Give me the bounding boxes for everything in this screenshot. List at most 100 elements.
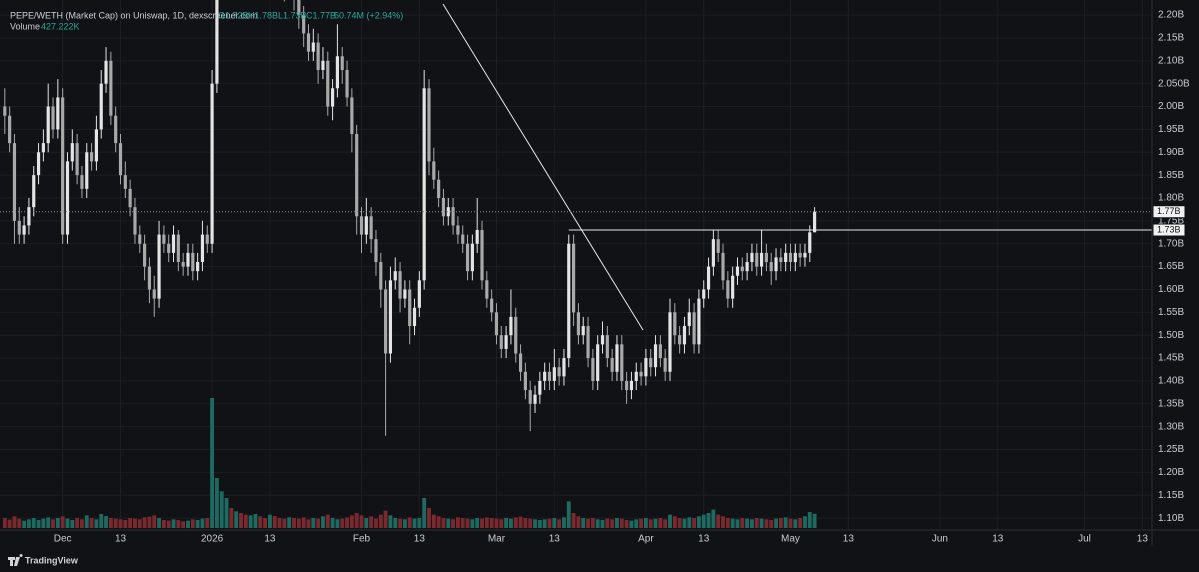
candle-body	[104, 60, 108, 84]
candle-body	[89, 152, 94, 162]
volume-bar	[648, 519, 653, 528]
volume-bar	[335, 519, 340, 528]
volume-bar	[359, 515, 364, 528]
chart-title: PEPE/WETH (Market Cap) on Uniswap, 1D, d…	[10, 10, 258, 20]
volume-bar	[60, 516, 65, 528]
candle-body	[388, 280, 393, 354]
candle-body	[803, 252, 807, 258]
candle-body	[451, 207, 455, 226]
volume-bar	[455, 517, 460, 528]
candle-body	[162, 234, 166, 244]
candle-body	[205, 234, 209, 244]
volume-bar	[412, 518, 417, 528]
candle-body	[629, 380, 634, 391]
volume-bar	[70, 520, 75, 528]
volume-bar	[576, 516, 581, 528]
y-tick-label: 1.70B	[1158, 238, 1184, 249]
volume-bar	[354, 513, 359, 528]
candle-body	[759, 252, 764, 267]
volume-bar	[296, 518, 301, 528]
candle-body	[716, 239, 720, 253]
volume-bar	[774, 518, 778, 528]
y-tick-label: 1.35B	[1158, 398, 1184, 409]
volume-bar	[769, 520, 774, 528]
candle-body	[437, 179, 441, 199]
volume-bar	[764, 519, 769, 528]
candle-body	[504, 335, 508, 349]
volume-bar	[46, 517, 51, 528]
candle-body	[32, 175, 36, 208]
volume-bar	[778, 518, 783, 528]
y-tick-label: 1.45B	[1158, 353, 1184, 364]
candle-body	[735, 266, 740, 276]
ohlc-open: O1.72B	[218, 10, 249, 20]
volume-bar	[374, 518, 378, 528]
volume-bar	[398, 518, 402, 528]
candle-body	[750, 252, 754, 263]
candle-body	[764, 252, 768, 263]
volume-bar	[629, 520, 634, 528]
volume-bar	[499, 519, 504, 528]
candle-body	[755, 252, 759, 267]
volume-bar	[94, 519, 99, 528]
volume-bar	[658, 518, 663, 528]
candle-body	[625, 380, 629, 391]
candle-body	[41, 143, 45, 153]
volume-bar	[807, 512, 812, 528]
volume-bar	[292, 518, 296, 528]
candle-body	[514, 316, 518, 354]
candle-body	[302, 15, 306, 34]
candle-body	[398, 271, 402, 299]
volume-label: Volume	[10, 21, 40, 31]
brand-logo	[8, 554, 23, 566]
volume-bar	[267, 514, 272, 528]
volume-bar	[388, 515, 393, 528]
candle-body	[615, 344, 619, 372]
candle-body	[610, 358, 614, 372]
volume-bar	[186, 520, 190, 528]
volume-bar	[369, 516, 374, 528]
candle-body	[345, 69, 349, 98]
price-label-box	[1152, 205, 1186, 219]
volume-bar	[793, 519, 798, 528]
candle-body	[408, 289, 412, 327]
volume-bar	[181, 521, 186, 528]
volume-bar	[128, 518, 133, 528]
candle-body	[75, 143, 79, 176]
candle-body	[779, 257, 783, 263]
candle-body	[46, 106, 50, 144]
volume-bar	[243, 514, 248, 528]
candle-body	[658, 344, 662, 359]
candle-body	[321, 60, 325, 70]
candle-body	[85, 152, 89, 189]
volume-bar	[663, 519, 668, 528]
y-tick-label: 1.75B	[1158, 216, 1184, 227]
volume-bar	[557, 519, 562, 528]
volume-bar	[812, 513, 817, 528]
volume-bar	[668, 514, 672, 528]
candle-body	[711, 239, 715, 267]
x-tick-label: 13	[264, 534, 276, 545]
y-tick-label: 1.65B	[1158, 261, 1184, 272]
volume-bar	[480, 518, 484, 528]
volume-bar	[133, 518, 137, 528]
volume-bar	[716, 514, 721, 528]
candle-body	[596, 344, 600, 381]
volume-bar	[566, 501, 571, 528]
volume-bar	[494, 518, 499, 528]
volume-bar	[518, 516, 523, 528]
volume-bar	[287, 517, 292, 528]
candle-body	[446, 207, 450, 217]
candle-body	[552, 367, 556, 381]
candle-body	[191, 252, 195, 272]
volume-bar	[393, 518, 398, 528]
axes: 1.10B 1.15B 1.20B 1.25B 1.30B 1.35B 1.40B 1.45B…	[54, 10, 1190, 545]
volume-bar	[509, 518, 513, 528]
volume-bar	[248, 515, 253, 528]
x-tick-label: Apr	[638, 534, 654, 545]
volume-bar	[687, 517, 692, 528]
candle-body	[422, 88, 426, 281]
volume-bar	[460, 518, 465, 528]
volume-bar	[364, 518, 369, 528]
volume-bar	[17, 518, 22, 528]
